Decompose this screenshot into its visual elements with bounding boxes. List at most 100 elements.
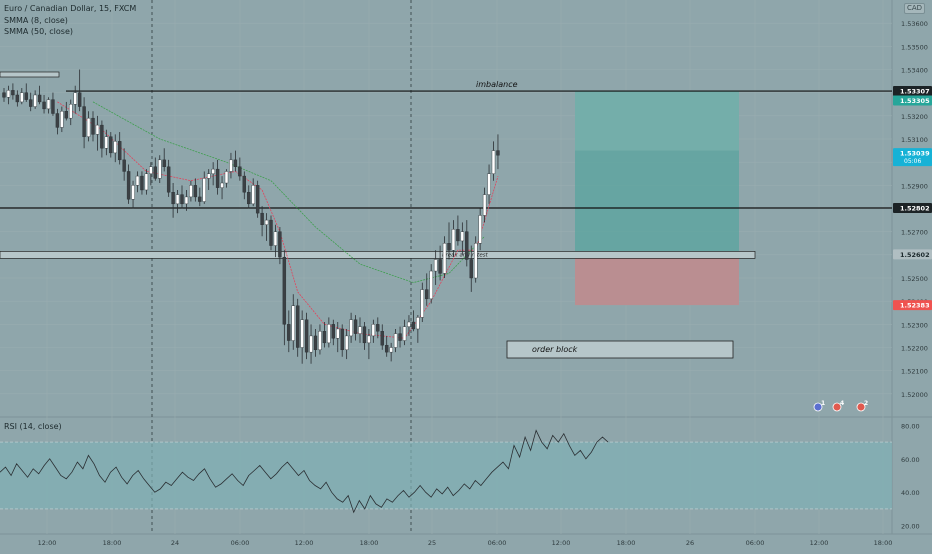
candle-body — [82, 106, 86, 137]
candle-body — [60, 110, 64, 128]
x-tick-label: 06:00 — [231, 539, 250, 547]
rsi-tick-label: 60.00 — [901, 456, 920, 464]
candle-body — [69, 104, 73, 119]
candle-body — [86, 117, 91, 137]
price-badge-text: 1.53307 — [900, 88, 930, 96]
candle-body — [456, 229, 460, 242]
indicator-smma50-label[interactable]: SMMA (50, close) — [4, 27, 74, 36]
order-block-box — [506, 340, 734, 359]
candle-body — [77, 92, 82, 107]
break-and-retest-box — [0, 251, 756, 259]
candle-body — [242, 175, 247, 193]
candle-body — [460, 231, 465, 242]
candle-body — [309, 335, 313, 353]
candle-body — [95, 124, 100, 135]
price-badge — [893, 95, 932, 106]
order-block-label: order block — [532, 345, 578, 354]
candle-body — [198, 196, 202, 202]
candle-body — [91, 117, 95, 135]
candle-body — [264, 219, 269, 225]
candle-body — [211, 168, 215, 174]
candle-body — [215, 168, 220, 188]
price-badge-text: 1.52802 — [900, 205, 930, 213]
candle-body — [367, 335, 371, 344]
candle-body — [442, 243, 447, 274]
candle-body — [389, 347, 393, 353]
x-tick-label: 12:00 — [810, 539, 829, 547]
x-tick-label: 26 — [686, 539, 694, 547]
candle-body — [416, 317, 420, 330]
grid — [151, 0, 412, 534]
candle-body — [171, 192, 175, 205]
imbalance-label: imbalance — [476, 80, 518, 89]
y-tick-label: 1.52000 — [901, 391, 928, 399]
y-tick-label: 1.53600 — [901, 20, 928, 28]
indicator-smma8-label[interactable]: SMMA (8, close) — [4, 16, 68, 25]
candle-body — [478, 215, 482, 244]
smma8-line — [57, 101, 499, 339]
candle-body — [149, 166, 153, 174]
candle-body — [117, 141, 122, 161]
candle-body — [376, 324, 380, 332]
currency-badge[interactable]: CAD — [904, 3, 926, 14]
candle-body — [407, 321, 411, 327]
candle-body — [304, 319, 309, 353]
candle-body — [202, 178, 206, 202]
event-marker-count: 4 — [840, 400, 844, 407]
candle-body — [474, 243, 478, 279]
rsi-pane — [0, 429, 892, 514]
moving-averages — [57, 101, 499, 339]
candle-body — [126, 171, 131, 200]
candle-body — [496, 150, 500, 156]
candle-body — [433, 259, 438, 272]
event-markers[interactable]: 1 4 2 — [813, 400, 868, 412]
candle-body — [122, 159, 126, 172]
candle-body — [113, 141, 117, 154]
y-tick-label: 1.53500 — [901, 43, 928, 51]
candle-body — [327, 324, 331, 344]
price-badge-countdown: 05:06 — [904, 158, 921, 165]
candle-body — [24, 92, 28, 100]
price-badge — [893, 148, 932, 167]
candle-body — [206, 173, 211, 179]
y-tick-label: 1.52100 — [901, 368, 928, 376]
candle-body — [224, 171, 229, 184]
y-tick-label: 1.52900 — [901, 182, 928, 190]
candle-body — [322, 331, 327, 344]
candle-body — [380, 331, 384, 346]
x-tick-label: 12:00 — [38, 539, 57, 547]
rsi-indicator-label[interactable]: RSI (14, close) — [4, 422, 62, 431]
x-tick-label: 06:00 — [746, 539, 765, 547]
candle-body — [29, 99, 33, 107]
candle-body — [451, 229, 456, 251]
candle-body — [465, 231, 469, 260]
candle-body — [180, 194, 184, 205]
candle-body — [482, 194, 487, 216]
y-tick-label: 1.53100 — [901, 136, 928, 144]
candle-body — [220, 182, 224, 188]
candle-body — [189, 185, 193, 198]
take-profit-upper-band — [575, 91, 739, 151]
rsi-tick-label: 40.00 — [901, 489, 920, 497]
position-zones — [575, 91, 739, 306]
candle-body — [2, 92, 6, 98]
candle-body — [371, 324, 376, 337]
candle-body — [193, 185, 198, 198]
price-badge-text: 1.53305 — [900, 97, 930, 105]
x-tick-label: 24 — [171, 539, 179, 547]
candle-body — [300, 319, 304, 348]
x-tick-label: 18:00 — [360, 539, 379, 547]
y-tick-label: 1.52200 — [901, 345, 928, 353]
candle-body — [233, 159, 238, 168]
candle-body — [402, 326, 407, 341]
candle-body — [184, 196, 189, 205]
candle-body — [46, 99, 51, 110]
candle-body — [260, 212, 264, 225]
x-tick-label: 06:00 — [488, 539, 507, 547]
candle-body — [153, 166, 158, 179]
candle-body — [273, 231, 278, 246]
